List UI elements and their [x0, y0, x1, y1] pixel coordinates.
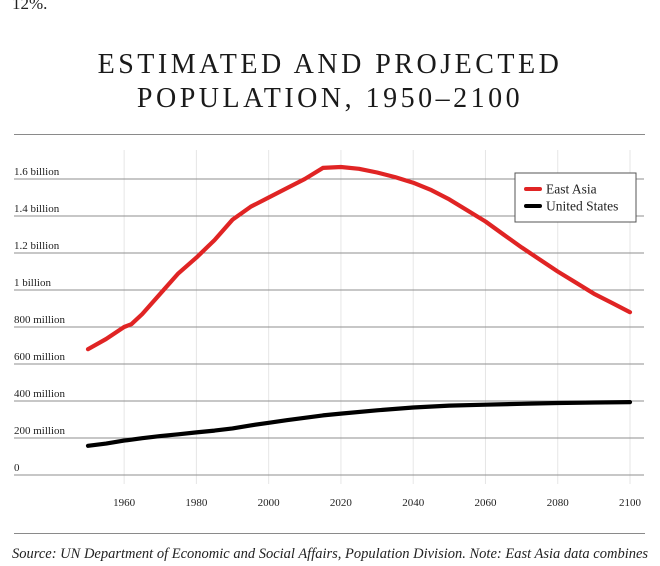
y-tick-label: 600 million: [14, 351, 66, 363]
x-tick-label: 2060: [474, 497, 497, 509]
x-tick-label: 1980: [185, 497, 208, 509]
x-tick-label: 2000: [258, 497, 281, 509]
y-tick-label: 1.4 billion: [14, 203, 60, 215]
series-line-united-states: [85, 400, 633, 448]
bottom-divider: [14, 533, 645, 534]
x-tick-label: 2040: [402, 497, 425, 509]
x-tick-label: 2080: [547, 497, 570, 509]
x-tick-label: 1960: [113, 497, 136, 509]
source-note: Source: UN Department of Economic and So…: [12, 546, 649, 562]
y-tick-label: 400 million: [14, 388, 66, 400]
y-tick-label: 1.2 billion: [14, 240, 60, 252]
chart-title-line-2: POPULATION, 1950–2100: [136, 83, 524, 114]
chart-title: ESTIMATED AND PROJECTED POPULATION, 1950…: [0, 48, 660, 116]
y-tick-label: 1 billion: [14, 277, 51, 289]
chart-title-line-1: ESTIMATED AND PROJECTED: [97, 49, 563, 80]
series-line-east-asia: [85, 164, 633, 352]
x-tick-label: 2100: [619, 497, 642, 509]
top-divider: [14, 134, 645, 135]
y-tick-label: 800 million: [14, 314, 66, 326]
x-tick-label: 2020: [330, 497, 353, 509]
legend-label: East Asia: [546, 182, 597, 197]
top-text-fragment: 12%.: [12, 0, 48, 13]
legend-label: United States: [546, 199, 618, 214]
legend-box: [514, 172, 637, 223]
y-tick-label: 200 million: [14, 425, 66, 437]
y-tick-label: 0: [14, 462, 20, 474]
y-tick-label: 1.6 billion: [14, 166, 60, 178]
